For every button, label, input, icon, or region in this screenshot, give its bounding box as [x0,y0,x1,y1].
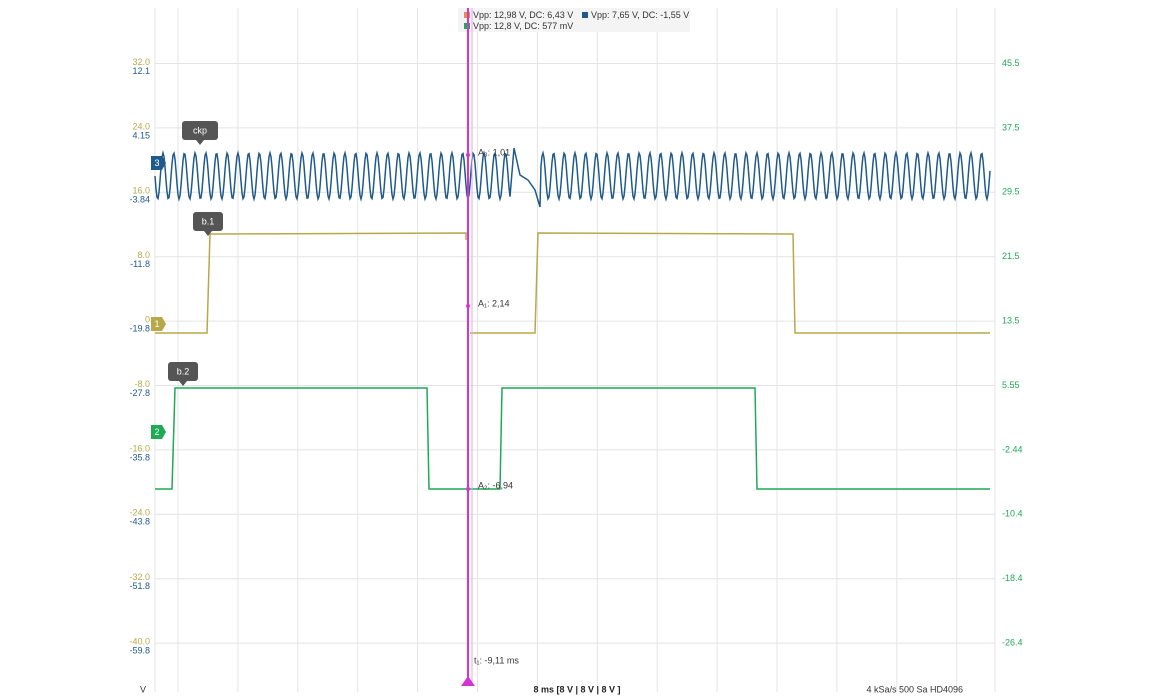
marker-label: b.1 [202,216,215,226]
cursor-point [466,153,470,157]
scale-label: -26.4 [1002,637,1023,647]
scale-label: 12.1 [132,66,150,76]
scale-label: -11.8 [130,259,150,269]
waveform-ch2 [155,387,990,490]
waveform-ch3 [154,147,991,208]
legend-box [458,8,690,32]
plot-area [155,8,995,692]
scale-label: -19.8 [129,323,150,333]
scale-label: -32.0 [129,572,150,582]
waveform-ch1 [155,232,990,334]
cursor-readout: A₁: 2,14 [478,298,510,308]
timebase: 8 ms [8 V | 8 V | 8 V ] [533,684,620,694]
cursor-handle[interactable] [461,676,475,686]
scale-label: -59.8 [129,645,150,655]
scale-label: -24.0 [129,508,150,518]
scale-label: 45.5 [1002,58,1020,68]
marker[interactable]: b.1 [193,212,223,236]
channel-tag-label: 1 [154,319,159,329]
scale-label: 5.55 [1002,380,1020,390]
scale-label: -16.0 [129,443,150,453]
marker-label: ckp [193,125,207,135]
scale-label: 21.5 [1002,251,1020,261]
scale-label: -3.84 [129,195,150,205]
scale-label: -10.4 [1002,509,1023,519]
channel-tag[interactable]: 2 [151,425,166,439]
legend-entry: Vpp: 12,8 V, DC: 577 mV [473,21,573,31]
scale-label: 13.5 [1002,315,1020,325]
scale-label: 8.0 [137,250,150,260]
scale-label: -40.0 [129,636,150,646]
scale-label: -27.8 [129,388,150,398]
grid [154,8,996,692]
scale-label: -2.44 [1002,444,1023,454]
scale-label: -18.4 [1002,573,1023,583]
unit-label: V [140,684,146,694]
scale-label: -35.8 [129,452,150,462]
scale-label: 24.0 [132,121,150,131]
channel-tag[interactable]: 1 [151,317,166,331]
cursor-readout: A₃: 1,01 [478,147,510,157]
scale-label: 16.0 [132,186,150,196]
scale-label: -43.8 [129,517,150,527]
legend-entry: Vpp: 7,65 V, DC: -1,55 V [591,10,689,20]
cursor-readout: t₁: -9,11 ms [474,655,519,665]
cursor-point [466,304,470,308]
scale-label: -8.0 [134,379,150,389]
scale-label: 0 [145,314,150,324]
waveforms [154,147,991,490]
scale-label: 37.5 [1002,122,1020,132]
scale-label: 4.15 [132,130,150,140]
marker[interactable]: b.2 [168,362,198,386]
channel-tag[interactable]: 3 [151,156,166,170]
cursor-readout: A₂: -6,94 [478,480,513,490]
legend-swatch [582,12,588,18]
marker[interactable]: ckp [182,121,218,145]
marker-label: b.2 [177,366,190,376]
channel-tag-label: 2 [154,427,159,437]
channel-tag-label: 3 [154,158,159,168]
scale-labels: 32.0 24.0 16.0 8.0 0 -8.0 -16.0 -24.0 -32.0 -40.0… [129,57,1022,656]
cursor-point [466,487,470,491]
scale-label: -51.8 [129,581,150,591]
legend-entry: Vpp: 12,98 V, DC: 6,43 V [473,10,573,20]
scale-label: 32.0 [132,57,150,67]
scale-label: 29.5 [1002,187,1020,197]
sampling-info: 4 kSa/s 500 Sa HD4096 [866,684,963,694]
